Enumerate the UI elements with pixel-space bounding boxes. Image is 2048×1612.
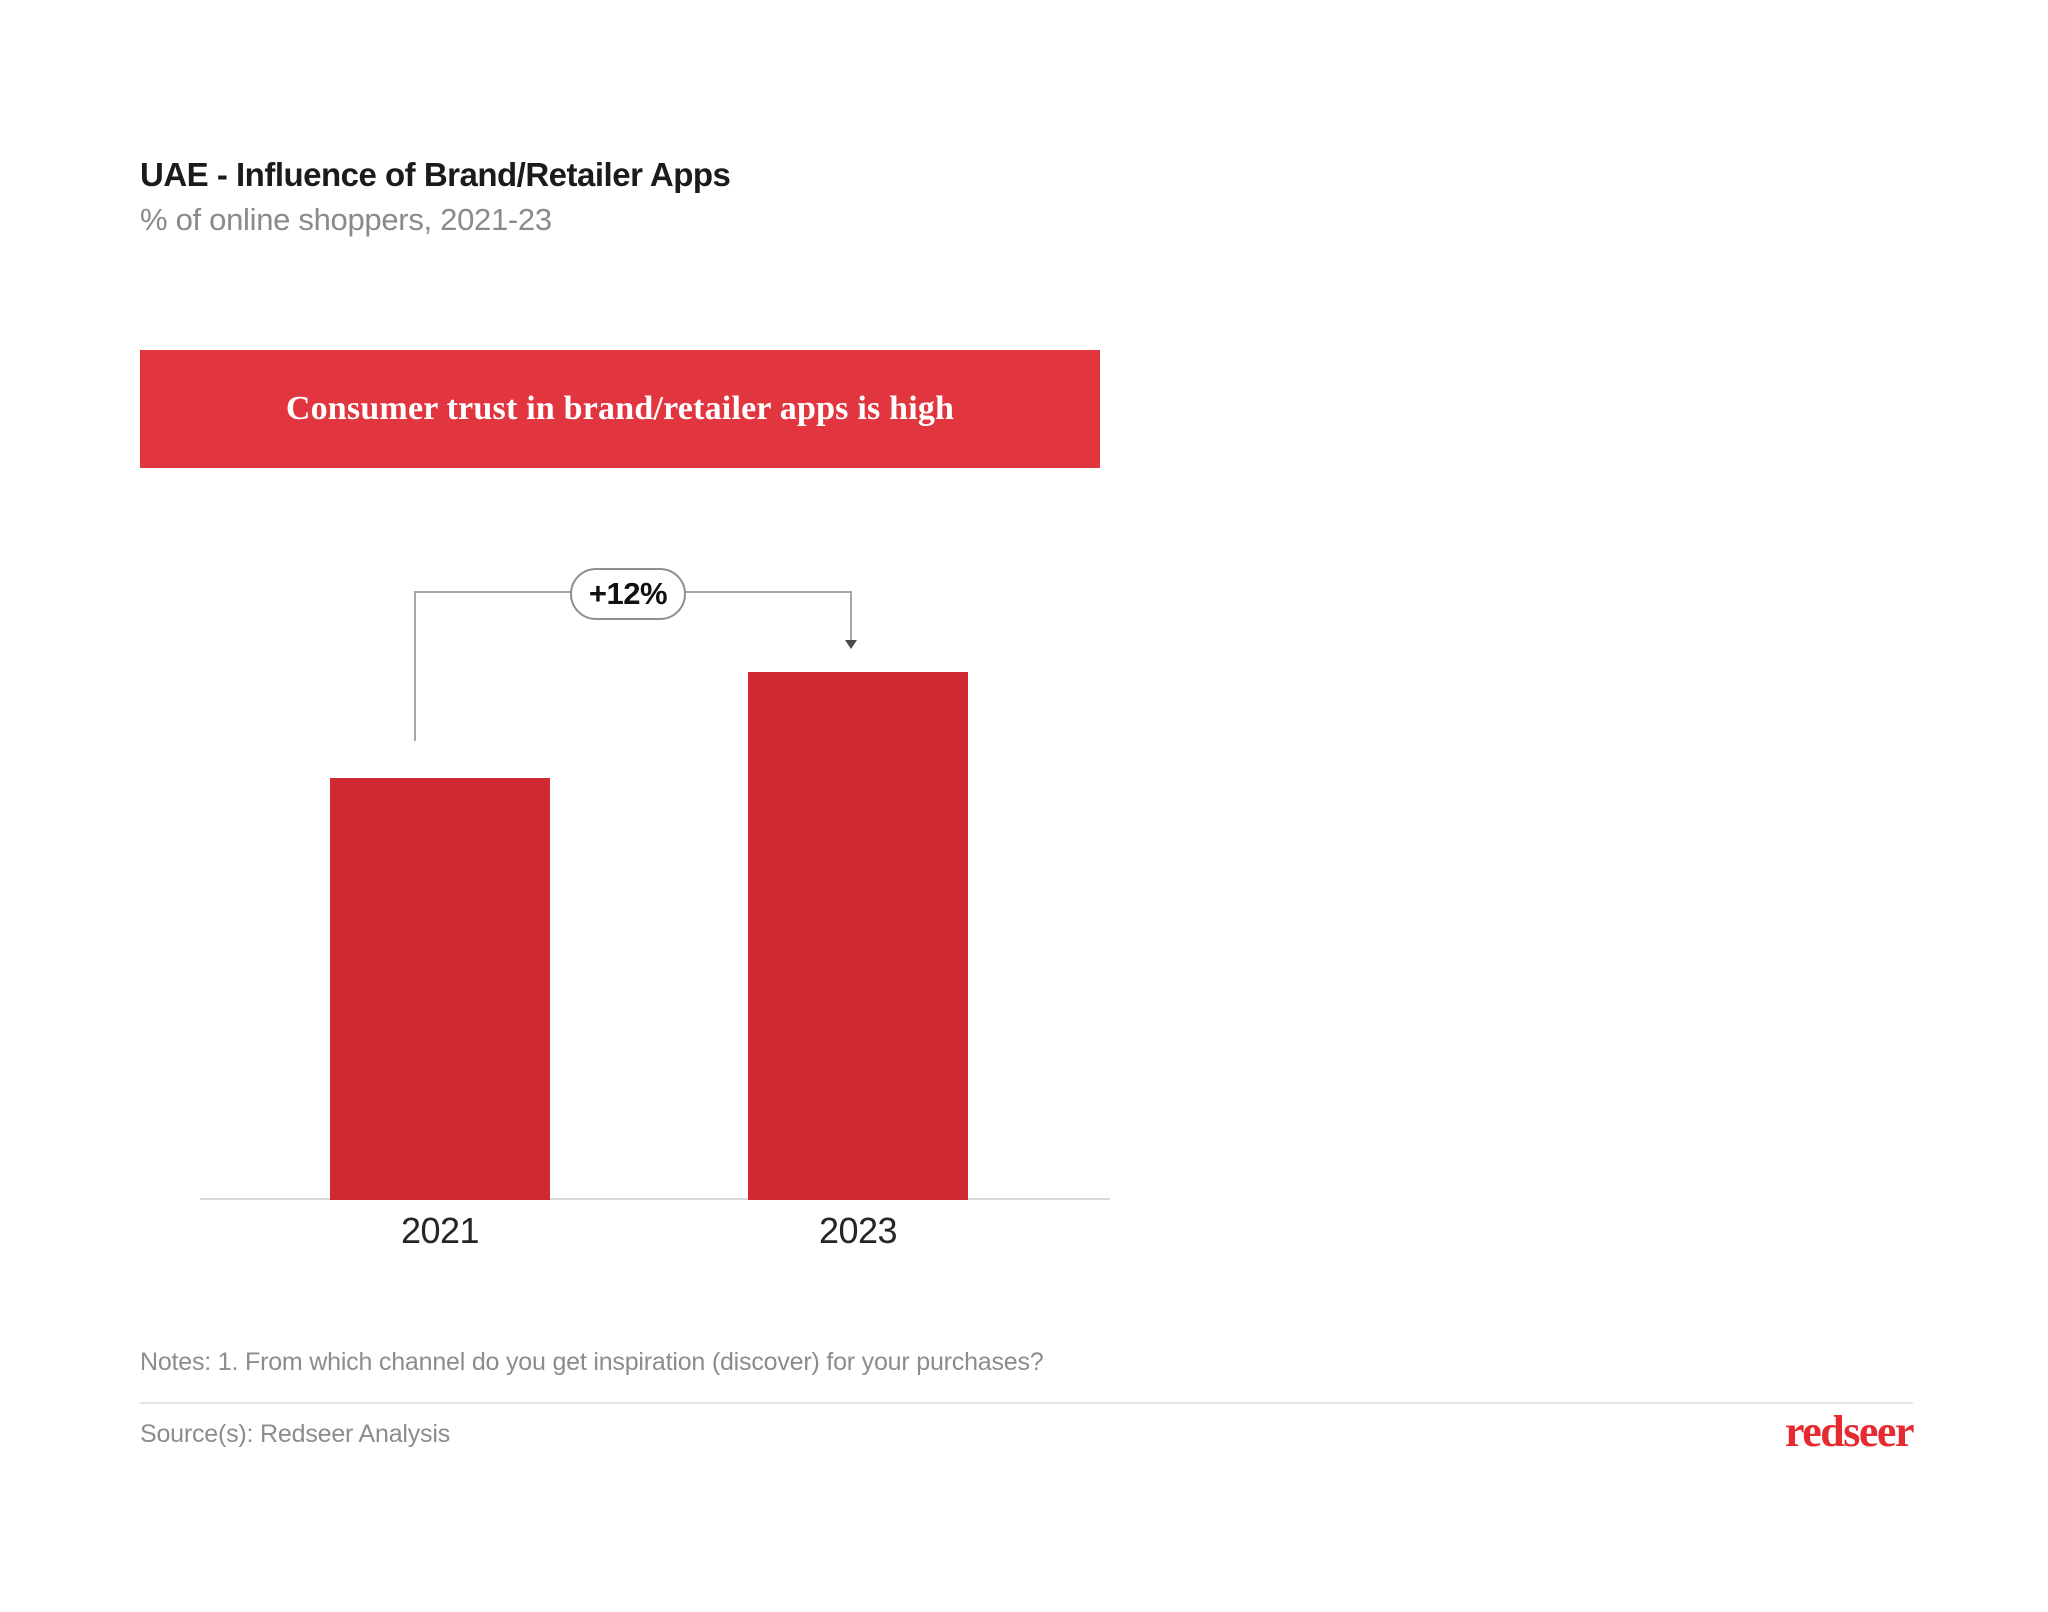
- insight-banner-text: Consumer trust in brand/retailer apps is…: [285, 390, 955, 427]
- footnote: Notes: 1. From which channel do you get …: [140, 1348, 1044, 1376]
- arrow-down-icon: [845, 640, 857, 649]
- source-text: Source(s): Redseer Analysis: [140, 1420, 451, 1448]
- insight-banner: Consumer trust in brand/retailer apps is…: [140, 350, 1100, 468]
- page-title: UAE - Influence of Brand/Retailer Apps: [140, 156, 731, 193]
- bar-2021: [330, 778, 550, 1200]
- growth-pill-label: +12%: [588, 576, 668, 611]
- growth-pill: +12%: [570, 568, 686, 620]
- redseer-logo: redseer: [1785, 1407, 1914, 1456]
- bar-2023: [748, 672, 968, 1200]
- footer-divider: [140, 1402, 1913, 1404]
- x-axis-line: [200, 1198, 1110, 1200]
- connector-left-line: [414, 591, 416, 741]
- connector-right-line: [850, 591, 852, 641]
- x-axis-label-2023: 2023: [818, 1210, 898, 1251]
- page-subtitle: % of online shoppers, 2021-23: [140, 202, 552, 237]
- x-axis-label-2021: 2021: [400, 1210, 480, 1251]
